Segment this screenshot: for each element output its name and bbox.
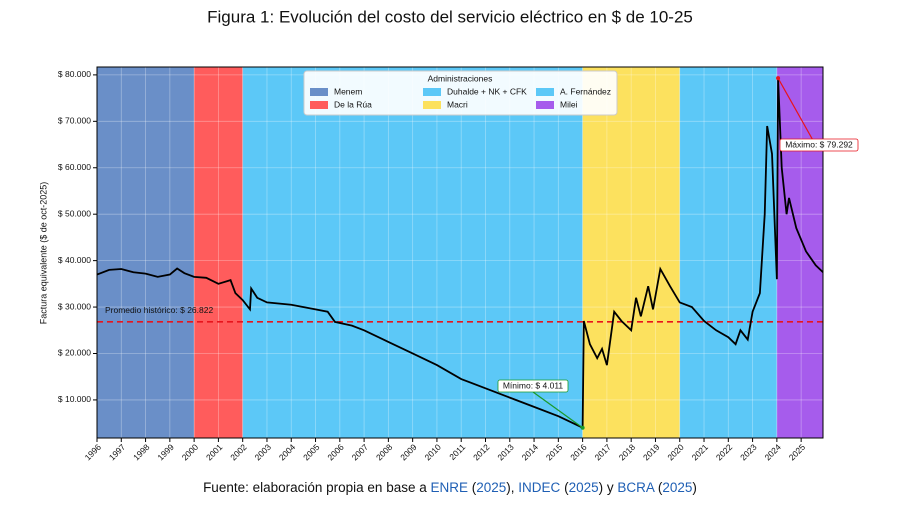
y-tick-label: $ 60.000 — [58, 162, 91, 172]
source-part: ( — [654, 480, 663, 495]
source-part: ) — [692, 480, 697, 495]
legend-label: Duhalde + NK + CFK — [447, 86, 527, 96]
plot-frame — [96, 66, 824, 439]
source-part: INDEC — [518, 480, 560, 495]
annotation-box — [779, 138, 859, 152]
data-line — [96, 78, 824, 430]
legend-swatch — [423, 101, 441, 109]
x-tick-label: 2017 — [592, 442, 613, 463]
y-tick-label: $ 10.000 — [58, 394, 91, 404]
y-tick-label: $ 50.000 — [58, 208, 91, 218]
y-tick-label: $ 70.000 — [58, 116, 91, 126]
annotation-box — [497, 379, 569, 393]
x-tick-label: 1997 — [107, 442, 128, 463]
legend-label: Macri — [447, 99, 468, 109]
legend-swatch — [423, 88, 441, 96]
y-tick-label: $ 30.000 — [58, 301, 91, 311]
x-tick-label: 2015 — [544, 442, 565, 463]
legend-swatch — [310, 101, 328, 109]
legend-swatch — [310, 88, 328, 96]
legend-swatch — [536, 101, 554, 109]
x-tick-label: 2009 — [398, 442, 419, 463]
x-tick-label: 2006 — [325, 442, 346, 463]
x-tick-label: 2024 — [762, 442, 783, 463]
x-tick-label: 2019 — [641, 442, 662, 463]
source-note: Fuente: elaboración propia en base a ENR… — [203, 480, 697, 495]
source-part: 2025 — [662, 480, 692, 495]
x-tick-label: 1996 — [83, 442, 104, 463]
period-band — [679, 67, 777, 438]
mean-label: Promedio histórico: $ 26.822 — [105, 305, 213, 315]
source-part: 2025 — [476, 480, 506, 495]
x-tick-label: 2004 — [277, 442, 298, 463]
y-tick-label: $ 20.000 — [58, 348, 91, 358]
x-tick-label: 1998 — [131, 442, 152, 463]
x-tick-label: 2003 — [253, 442, 274, 463]
source-part: ), — [506, 480, 518, 495]
chart-title: Figura 1: Evolución del costo del servic… — [207, 7, 693, 26]
x-tick-label: 2021 — [690, 442, 711, 463]
y-tick-label: $ 40.000 — [58, 255, 91, 265]
x-tick-label: 2022 — [714, 442, 735, 463]
x-tick-label: 2023 — [738, 442, 759, 463]
annotation-point — [776, 76, 781, 81]
period-band — [582, 67, 680, 438]
source-part: ENRE — [430, 480, 468, 495]
x-tick-label: 2000 — [180, 442, 201, 463]
annotation-label: Máximo: $ 79.292 — [785, 139, 853, 149]
legend: Administraciones Menem De la Rúa Duhalde + … — [303, 70, 618, 116]
legend-swatch — [536, 88, 554, 96]
source-part: ) y — [599, 480, 618, 495]
x-tick-label: 2025 — [787, 442, 808, 463]
x-tick-label: 2016 — [568, 442, 589, 463]
x-tick-label: 1999 — [155, 442, 176, 463]
source-part: ( — [468, 480, 477, 495]
x-tick-label: 2002 — [228, 442, 249, 463]
period-band — [97, 67, 195, 438]
period-band — [776, 67, 823, 438]
source-part: 2025 — [569, 480, 599, 495]
source-part: BCRA — [617, 480, 655, 495]
legend-label: De la Rúa — [334, 99, 372, 109]
period-band — [194, 67, 243, 438]
legend-label: Milei — [560, 99, 578, 109]
x-tick-label: 2008 — [374, 442, 395, 463]
x-tick-label: 2013 — [495, 442, 516, 463]
x-tick-label: 2018 — [617, 442, 638, 463]
x-tick-label: 2012 — [471, 442, 492, 463]
x-tick-label: 2005 — [301, 442, 322, 463]
x-tick-label: 2001 — [204, 442, 225, 463]
source-part: ( — [560, 480, 569, 495]
annotation-point — [580, 425, 585, 430]
y-tick-label: $ 80.000 — [58, 69, 91, 79]
source-part: Fuente: elaboración propia en base a — [203, 480, 430, 495]
period-band — [242, 67, 583, 438]
x-tick-label: 2020 — [665, 442, 686, 463]
x-tick-label: 2014 — [520, 442, 541, 463]
legend-label: A. Fernández — [560, 86, 611, 96]
x-tick-label: 2011 — [447, 442, 467, 462]
annotation-arrow — [532, 391, 583, 429]
y-axis-label: Factura equivalente ($ de oct-2025) — [38, 182, 48, 325]
legend-label: Menem — [334, 86, 362, 96]
legend-title: Administraciones — [428, 73, 493, 83]
x-tick-label: 2010 — [422, 442, 443, 463]
x-tick-label: 2007 — [350, 442, 371, 463]
annotation-label: Mínimo: $ 4.011 — [503, 380, 564, 390]
